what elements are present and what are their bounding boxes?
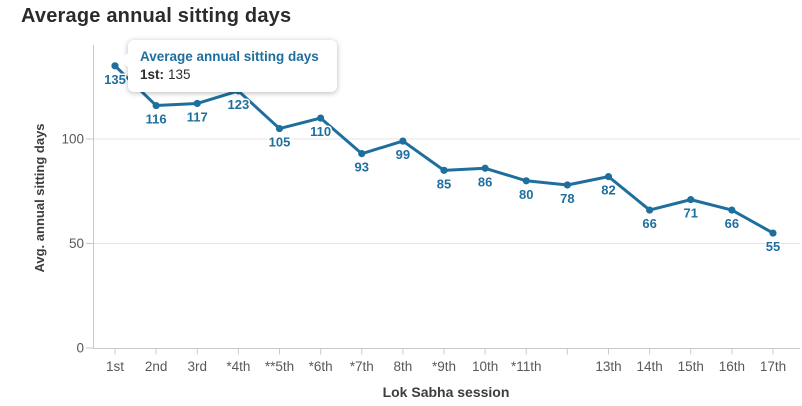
- x-tick-label: 15th: [678, 359, 704, 374]
- tooltip: Average annual sitting days 1st: 135: [121, 40, 337, 93]
- data-point-label: 105: [269, 135, 291, 150]
- data-point-marker[interactable]: [111, 62, 119, 70]
- data-point-marker[interactable]: [152, 101, 160, 110]
- x-tick-label: *9th: [432, 359, 456, 374]
- data-point-label: 55: [766, 239, 780, 254]
- data-point-marker[interactable]: [687, 196, 695, 204]
- data-point-marker[interactable]: [563, 181, 571, 189]
- data-point-marker[interactable]: [193, 99, 201, 108]
- data-point-marker[interactable]: [769, 229, 777, 237]
- data-point-label: 135: [104, 72, 126, 87]
- data-point-label: 116: [146, 112, 167, 127]
- data-point-marker[interactable]: [646, 206, 654, 214]
- x-tick-label: 8th: [393, 359, 412, 374]
- x-tick-label: *4th: [226, 359, 250, 374]
- data-point-label: 99: [396, 147, 410, 162]
- data-point-label: 66: [642, 216, 656, 231]
- y-axis-title: Avg. annual sitting days: [32, 123, 47, 272]
- y-tick-label: 100: [61, 132, 84, 147]
- data-point-label: 123: [228, 97, 250, 112]
- x-tick-label: 1st: [106, 359, 124, 374]
- x-tick-label: 2nd: [145, 359, 168, 374]
- x-tick-label: *6th: [309, 359, 333, 374]
- data-point-label: 80: [519, 187, 533, 202]
- data-point-label: 85: [437, 176, 451, 191]
- data-point-label: 110: [310, 124, 331, 139]
- data-point-label: 78: [560, 191, 574, 206]
- chart-title: Average annual sitting days: [21, 5, 292, 27]
- x-tick-label: 14th: [636, 359, 662, 374]
- x-axis-title: Lok Sabha session: [383, 384, 510, 400]
- data-point-marker[interactable]: [522, 177, 530, 185]
- data-point-marker[interactable]: [604, 173, 613, 181]
- x-tick-label: 16th: [719, 359, 745, 374]
- data-point-label: 71: [684, 206, 698, 221]
- x-tick-label: 10th: [472, 359, 498, 374]
- tooltip-pointer-icon: [121, 52, 129, 68]
- data-point-label: 117: [187, 109, 208, 124]
- x-tick-label: **5th: [265, 359, 294, 374]
- tooltip-value: 135: [168, 67, 191, 83]
- data-point-label: 86: [478, 174, 492, 189]
- data-point-label: 93: [355, 160, 369, 175]
- data-point-marker[interactable]: [481, 164, 489, 172]
- data-point-marker[interactable]: [728, 206, 736, 214]
- tooltip-category-label: 1st:: [140, 67, 165, 83]
- data-point-marker[interactable]: [440, 166, 448, 174]
- x-tick-label: 13th: [595, 359, 621, 374]
- x-tick-label: 17th: [760, 359, 786, 374]
- x-tick-label: *11th: [511, 359, 542, 374]
- y-tick-label: 0: [76, 341, 84, 356]
- data-point-marker[interactable]: [275, 124, 284, 133]
- data-point-marker[interactable]: [317, 114, 325, 122]
- tooltip-row: 1st: 135: [140, 66, 325, 84]
- x-tick-label: *7th: [350, 359, 374, 374]
- y-tick-label: 50: [69, 236, 84, 251]
- data-point-label: 66: [725, 216, 739, 231]
- tooltip-series-title: Average annual sitting days: [140, 49, 319, 64]
- data-point-marker[interactable]: [358, 150, 366, 158]
- x-tick-label: 3rd: [187, 359, 207, 374]
- data-point-label: 82: [601, 183, 615, 198]
- data-point-marker[interactable]: [399, 137, 407, 145]
